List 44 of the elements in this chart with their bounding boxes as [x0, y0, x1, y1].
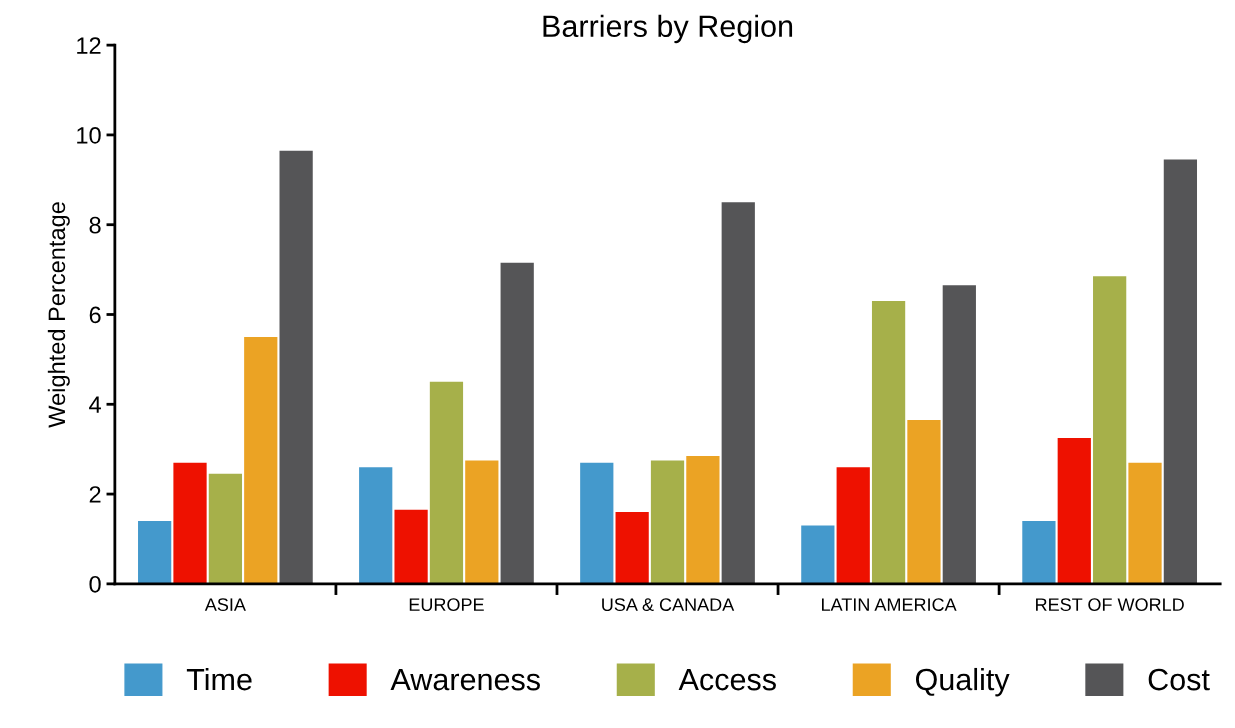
bar	[871, 301, 906, 584]
y-tick-label: 8	[89, 216, 101, 234]
bar	[650, 460, 685, 584]
bar	[500, 262, 534, 584]
y-tick-label: 10	[77, 126, 101, 144]
bar	[208, 473, 243, 584]
bar	[138, 521, 172, 584]
bar	[1163, 159, 1198, 584]
bar	[1128, 462, 1162, 584]
x-tick-label: REST OF WORLD	[1036, 598, 1184, 612]
bar	[359, 467, 393, 584]
chart-title: Barriers by Region	[543, 14, 793, 44]
legend-label: Cost	[1148, 668, 1210, 691]
legend-label: Quality	[915, 667, 1010, 697]
legend-label: Time	[186, 667, 252, 691]
x-tick-label: ASIA	[204, 598, 246, 612]
bar	[173, 462, 207, 584]
y-tick-label: 6	[89, 306, 101, 324]
bar	[580, 462, 614, 584]
legend-label: Access	[678, 669, 776, 691]
bar	[721, 202, 755, 584]
bar	[1057, 437, 1091, 584]
bar	[1093, 276, 1127, 584]
y-tick-label: 4	[89, 396, 101, 413]
bar	[836, 467, 870, 584]
y-tick-label: 0	[89, 575, 101, 593]
bar	[907, 420, 941, 584]
x-tick-label: EUROPE	[409, 598, 484, 612]
bar	[615, 512, 649, 584]
y-axis-title: Weighted Percentage	[47, 202, 70, 428]
bar	[1022, 521, 1056, 584]
bar	[394, 509, 428, 584]
bar	[244, 336, 278, 584]
bar	[801, 525, 835, 584]
y-tick-label: 2	[89, 486, 101, 503]
legend-label: Awareness	[390, 669, 540, 691]
bar	[465, 460, 499, 584]
x-tick-label: LATIN AMERICA	[822, 598, 957, 612]
bar	[429, 381, 464, 584]
bar	[279, 150, 313, 584]
y-tick-label: 12	[77, 37, 101, 54]
x-tick-label: USA & CANADA	[602, 598, 735, 612]
bar	[686, 455, 720, 584]
bar	[942, 285, 976, 584]
